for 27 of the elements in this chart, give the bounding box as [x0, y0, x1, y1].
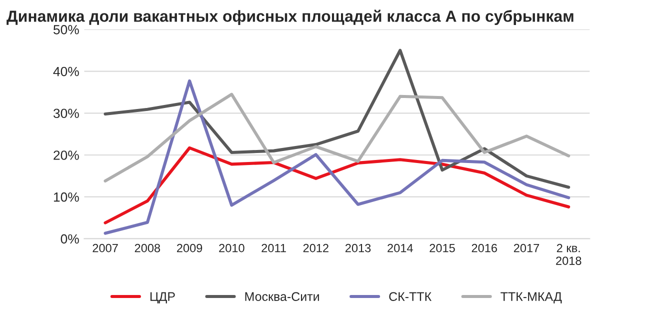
chart-title: Динамика доли вакантных офисных площадей класса А по субрынкам [6, 10, 574, 26]
legend-label: Москва-Сити [245, 292, 319, 301]
x-tick-label: 2014 [388, 244, 413, 252]
line-series [104, 92, 570, 182]
x-tick-label: 2007 [92, 244, 118, 252]
legend-label: СК-ТТК [389, 292, 432, 301]
y-tick-label: 20% [54, 150, 79, 160]
y-tick-label: 0% [60, 234, 79, 244]
line-series [104, 79, 570, 235]
x-tick-label: 2012 [303, 244, 328, 252]
y-tick-label: 30% [53, 108, 79, 118]
x-tick-label: 2017 [514, 244, 540, 252]
legend-label: ЦДР [150, 292, 175, 304]
y-tick-label: 50% [54, 24, 79, 34]
x-tick-label: 2010 [219, 244, 244, 252]
y-tick-label: 40% [53, 66, 79, 76]
x-tick-label: 2011 [262, 244, 286, 252]
x-tick-label: 2008 [134, 244, 160, 252]
line-series [104, 48, 570, 189]
x-tick-label: 2009 [177, 244, 202, 252]
y-tick-label: 10% [54, 192, 79, 202]
x-tick-label: 2 кв. 2018 [556, 244, 582, 265]
x-tick-label: 2016 [472, 244, 497, 252]
x-tick-label: 2015 [430, 244, 455, 252]
legend-label: ТТК-МКАД [500, 292, 562, 304]
x-tick-label: 2013 [345, 244, 371, 252]
line-series [104, 146, 570, 224]
